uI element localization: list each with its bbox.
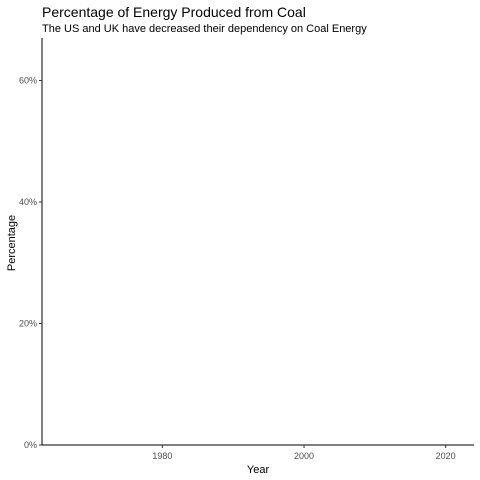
- y-tick-label: 40%: [19, 197, 37, 207]
- y-tick-label: 60%: [19, 76, 37, 86]
- chart-title: Percentage of Energy Produced from Coal: [42, 4, 306, 20]
- y-tick-label: 0%: [24, 440, 37, 450]
- y-axis-ticks: 0% 20% 40% 60%: [19, 76, 42, 450]
- chart-subtitle: The US and UK have decreased their depen…: [42, 23, 367, 35]
- x-tick-label: 2000: [294, 451, 314, 461]
- x-axis-ticks: 1980 2000 2020: [152, 445, 456, 461]
- x-tick-label: 2020: [436, 451, 456, 461]
- y-axis-label: Percentage: [6, 215, 18, 271]
- x-tick-label: 1980: [152, 451, 172, 461]
- x-axis-label: Year: [247, 464, 270, 476]
- y-tick-label: 20%: [19, 319, 37, 329]
